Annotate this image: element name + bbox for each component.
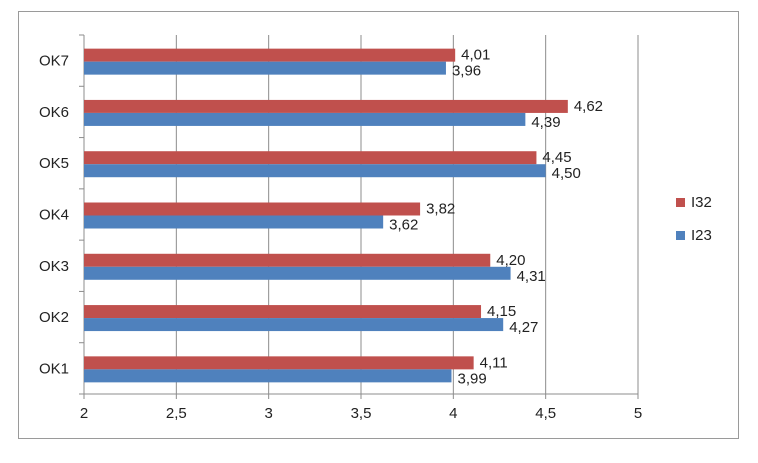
legend-swatch-i32 [676,198,685,207]
x-tick-label: 4,5 [535,405,556,422]
category-label: OK4 [39,207,69,224]
data-label: 4,39 [531,114,560,131]
category-label: OK7 [39,53,69,70]
bar-i32 [84,253,491,267]
bar-i32 [84,202,421,216]
data-label: 4,27 [509,319,538,336]
category-label: OK2 [39,309,69,326]
x-tick-label: 3 [264,405,272,422]
x-tick-label: 5 [634,405,642,422]
bar-i32 [84,151,537,165]
x-tick-label: 2,5 [166,405,187,422]
data-label: 3,99 [457,370,486,387]
bar-i23 [84,266,511,280]
data-label: 4,11 [480,354,508,371]
bar-i32 [84,48,456,62]
bar-i23 [84,61,446,75]
bar-i23 [84,318,504,332]
bar-i23 [84,369,452,383]
x-tick-label: 3,5 [351,405,372,422]
x-tick-label: 4 [449,405,457,422]
x-tick-label: 2 [80,405,88,422]
bar-i23 [84,164,546,178]
data-label: 4,45 [542,149,571,166]
legend-label: I23 [691,227,712,244]
data-label: 3,62 [389,217,418,234]
data-label: 3,82 [426,201,455,218]
legend-swatch-i23 [676,231,685,240]
bar-i32 [84,99,568,113]
category-label: OK1 [39,360,69,377]
bar-i23 [84,215,384,229]
legend-label: I32 [691,194,712,211]
category-label: OK6 [39,104,69,121]
data-label: 4,15 [487,303,516,320]
data-label: 4,50 [552,165,581,182]
bar-i32 [84,305,482,319]
bar-i32 [84,356,474,370]
bar-i23 [84,112,526,126]
data-label: 3,96 [452,63,481,80]
category-label: OK5 [39,155,69,172]
data-label: 4,62 [574,98,603,115]
data-label: 4,20 [496,252,525,269]
data-label: 4,01 [461,47,490,64]
data-label: 4,31 [517,268,546,285]
category-label: OK3 [39,258,69,275]
